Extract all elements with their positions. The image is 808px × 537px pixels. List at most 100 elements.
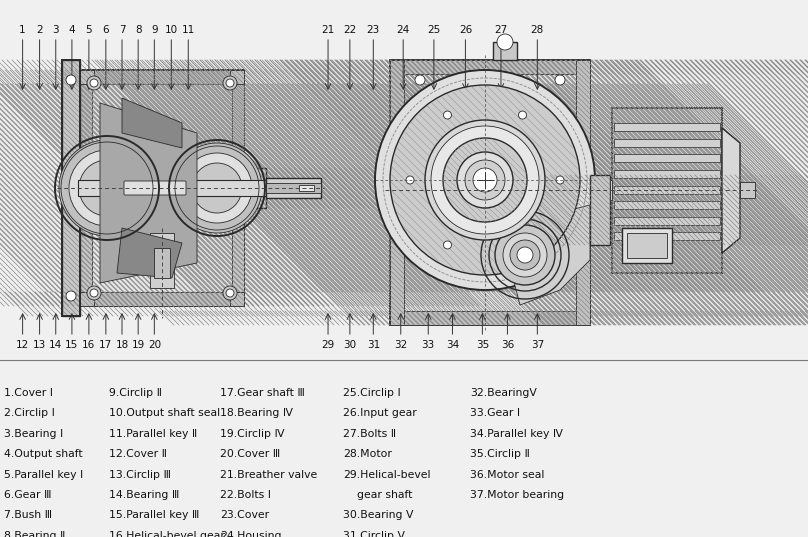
Text: 2.Circlip Ⅰ: 2.Circlip Ⅰ	[4, 409, 55, 418]
Text: 15.Parallel key Ⅲ: 15.Parallel key Ⅲ	[109, 511, 200, 520]
Text: 36: 36	[501, 340, 514, 350]
Bar	[62, 60, 80, 316]
Text: 10.Output shaft seal: 10.Output shaft seal	[109, 409, 221, 418]
Bar	[622, 228, 672, 263]
Text: 21.Breather valve: 21.Breather valve	[220, 470, 317, 480]
Text: 27.Bolts Ⅱ: 27.Bolts Ⅱ	[343, 429, 397, 439]
Bar	[627, 233, 667, 258]
Circle shape	[517, 247, 533, 263]
Text: 10: 10	[165, 25, 178, 35]
Text: 9.Circlip Ⅱ: 9.Circlip Ⅱ	[109, 388, 162, 398]
Polygon shape	[100, 103, 197, 283]
Text: 31: 31	[367, 340, 380, 350]
Text: 16.Helical-bevel gear: 16.Helical-bevel gear	[109, 531, 225, 537]
Bar	[614, 154, 720, 162]
Bar	[390, 60, 590, 74]
Circle shape	[443, 138, 527, 222]
Bar	[590, 175, 610, 245]
Text: 12: 12	[16, 340, 29, 350]
Bar	[244, 168, 266, 208]
Circle shape	[87, 286, 101, 300]
Text: 24: 24	[397, 25, 410, 35]
Text: 30: 30	[343, 340, 356, 350]
Text: 24.Housing: 24.Housing	[220, 531, 281, 537]
Text: 7: 7	[119, 25, 125, 35]
Bar	[266, 183, 321, 193]
Text: 31.Circlip Ⅴ: 31.Circlip Ⅴ	[343, 531, 406, 537]
Text: 9: 9	[151, 25, 158, 35]
Bar	[576, 60, 590, 325]
Circle shape	[465, 160, 505, 200]
Bar	[390, 60, 404, 325]
Bar	[154, 248, 170, 278]
Text: 18.Bearing Ⅳ: 18.Bearing Ⅳ	[220, 409, 292, 418]
Circle shape	[390, 85, 580, 275]
Circle shape	[172, 143, 262, 233]
Bar	[390, 60, 590, 325]
Circle shape	[495, 225, 555, 285]
Text: 8: 8	[135, 25, 141, 35]
Text: 8.Bearing Ⅱ: 8.Bearing Ⅱ	[4, 531, 65, 537]
Circle shape	[226, 289, 234, 297]
Circle shape	[444, 111, 452, 119]
Text: 13: 13	[33, 340, 46, 350]
Text: 14: 14	[49, 340, 62, 350]
Bar	[80, 292, 244, 306]
Text: 33: 33	[422, 340, 435, 350]
Text: 1.Cover Ⅰ: 1.Cover Ⅰ	[4, 388, 53, 398]
Bar	[230, 292, 244, 306]
Text: 28.Motor: 28.Motor	[343, 449, 392, 459]
Circle shape	[444, 241, 452, 249]
Text: 11: 11	[182, 25, 195, 35]
Text: 3.Bearing Ⅰ: 3.Bearing Ⅰ	[4, 429, 63, 439]
Circle shape	[226, 79, 234, 87]
Text: 7.Bush Ⅲ: 7.Bush Ⅲ	[4, 511, 53, 520]
Circle shape	[66, 75, 76, 85]
Circle shape	[87, 76, 101, 90]
Text: 2: 2	[36, 25, 43, 35]
Text: 30.Bearing Ⅴ: 30.Bearing Ⅴ	[343, 511, 414, 520]
Bar	[614, 233, 720, 241]
Polygon shape	[722, 128, 740, 253]
Circle shape	[519, 241, 527, 249]
Text: 32: 32	[394, 340, 407, 350]
Bar	[390, 311, 590, 325]
Text: 15: 15	[65, 340, 78, 350]
Text: 17.Gear shaft Ⅲ: 17.Gear shaft Ⅲ	[220, 388, 305, 398]
Text: 37: 37	[531, 340, 544, 350]
Text: 4.Output shaft: 4.Output shaft	[4, 449, 82, 459]
Bar	[80, 70, 244, 306]
Circle shape	[375, 70, 595, 290]
Circle shape	[503, 233, 547, 277]
Bar	[150, 233, 174, 288]
Bar	[614, 170, 720, 178]
Text: 20.Cover Ⅲ: 20.Cover Ⅲ	[220, 449, 280, 459]
Circle shape	[473, 168, 497, 192]
Text: 28: 28	[531, 25, 544, 35]
Bar	[80, 70, 244, 84]
Text: 14.Bearing Ⅲ: 14.Bearing Ⅲ	[109, 490, 179, 500]
Circle shape	[90, 79, 98, 87]
Circle shape	[415, 75, 425, 85]
Circle shape	[182, 153, 252, 223]
Circle shape	[519, 111, 527, 119]
Circle shape	[425, 120, 545, 240]
Text: 29: 29	[322, 340, 335, 350]
Bar	[232, 84, 244, 292]
Bar	[62, 60, 80, 316]
Text: 11.Parallel key Ⅱ: 11.Parallel key Ⅱ	[109, 429, 197, 439]
Circle shape	[223, 286, 237, 300]
Text: 3: 3	[53, 25, 59, 35]
Bar	[614, 139, 720, 147]
Text: 35.Circlip Ⅱ: 35.Circlip Ⅱ	[470, 449, 530, 459]
Text: 23: 23	[367, 25, 380, 35]
Text: 1: 1	[19, 25, 26, 35]
Circle shape	[457, 152, 513, 208]
Text: 37.Motor bearing: 37.Motor bearing	[470, 490, 564, 500]
Polygon shape	[117, 228, 182, 278]
Text: 19: 19	[132, 340, 145, 350]
Text: 25.Circlip Ⅰ: 25.Circlip Ⅰ	[343, 388, 401, 398]
Bar	[612, 108, 722, 273]
Text: 21: 21	[322, 25, 335, 35]
Text: 6: 6	[103, 25, 109, 35]
